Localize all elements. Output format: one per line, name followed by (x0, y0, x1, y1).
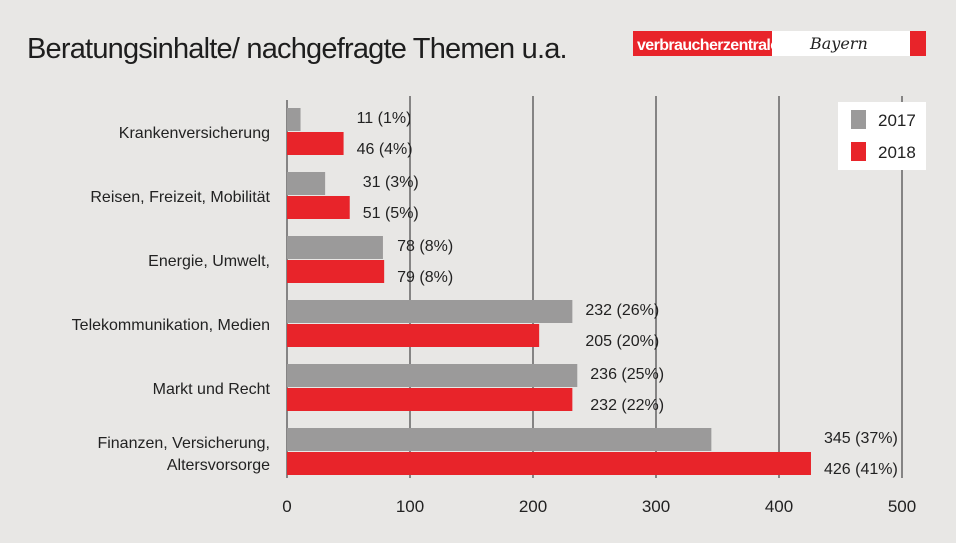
category-label: Krankenversicherung (119, 125, 270, 142)
category-label: Reisen, Freizeit, Mobilität (90, 189, 270, 206)
x-tick-label: 400 (765, 497, 793, 516)
bar-2017 (287, 172, 326, 195)
data-label-2018: 46 (4%) (357, 141, 413, 158)
data-label-2017: 345 (37%) (824, 430, 898, 447)
data-label-2018: 232 (22%) (590, 397, 664, 414)
data-label-2017: 11 (1%) (357, 110, 412, 127)
logo: verbraucherzentrale Bayern (633, 31, 926, 56)
data-label-2018: 426 (41%) (824, 461, 898, 478)
category-label: Telekommunikation, Medien (72, 317, 270, 334)
x-tick-label: 500 (888, 497, 916, 516)
legend-swatch-2018 (851, 142, 866, 161)
data-label-2018: 51 (5%) (363, 205, 419, 222)
bar-2018 (287, 452, 811, 475)
bar-2018 (287, 388, 573, 411)
legend-swatch-2017 (851, 110, 866, 129)
data-label-2018: 79 (8%) (397, 269, 453, 286)
bar-2017 (287, 236, 383, 259)
bar-2018 (287, 196, 350, 219)
data-label-2017: 232 (26%) (585, 302, 659, 319)
category-label: Finanzen, Versicherung, Altersvorsorge (97, 435, 270, 474)
logo-region: Bayern (809, 34, 868, 53)
bar-2018 (287, 260, 385, 283)
logo-brand: verbraucherzentrale (637, 37, 779, 54)
category-label: Markt und Recht (153, 381, 271, 398)
bar-2017 (287, 428, 712, 451)
legend: 2017 2018 (838, 102, 926, 170)
x-tick-label: 300 (642, 497, 670, 516)
data-label-2017: 78 (8%) (397, 238, 453, 255)
data-label-2017: 31 (3%) (363, 174, 419, 191)
x-tick-label: 0 (282, 497, 291, 516)
bar-2017 (287, 108, 301, 131)
bar-2017 (287, 300, 573, 323)
data-label-2017: 236 (25%) (590, 366, 664, 383)
bar-2017 (287, 364, 578, 387)
data-label-2018: 205 (20%) (585, 333, 659, 350)
bar-2018 (287, 132, 344, 155)
x-tick-label: 100 (396, 497, 424, 516)
legend-label-2017: 2017 (878, 111, 916, 130)
bar-2018 (287, 324, 540, 347)
x-tick-label: 200 (519, 497, 547, 516)
legend-label-2018: 2018 (878, 143, 916, 162)
chart-title: Beratungsinhalte/ nachgefragte Themen u.… (27, 33, 567, 65)
category-label: Energie, Umwelt, (148, 253, 270, 270)
